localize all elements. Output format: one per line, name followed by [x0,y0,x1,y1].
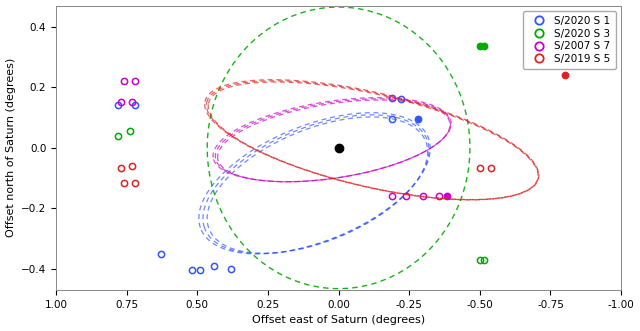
Legend: S/2020 S 1, S/2020 S 3, S/2007 S 7, S/2019 S 5: S/2020 S 1, S/2020 S 3, S/2007 S 7, S/20… [523,11,616,69]
X-axis label: Offset east of Saturn (degrees): Offset east of Saturn (degrees) [252,315,425,325]
Y-axis label: Offset north of Saturn (degrees): Offset north of Saturn (degrees) [6,58,15,237]
